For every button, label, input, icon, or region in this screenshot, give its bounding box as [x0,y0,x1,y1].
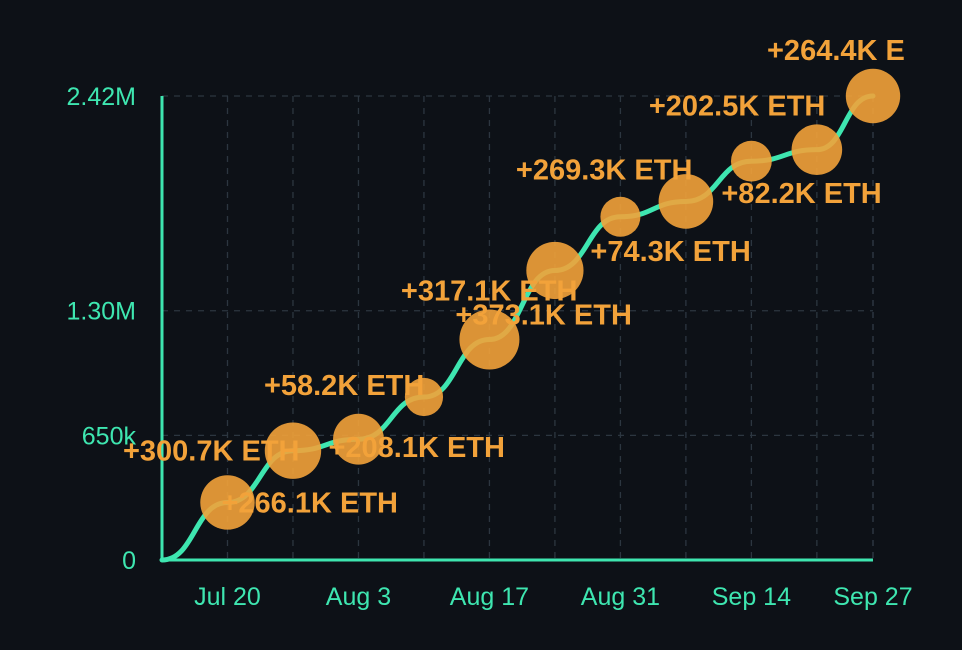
data-bubble[interactable] [791,124,843,175]
data-bubble[interactable] [658,174,714,229]
y-tick-label: 1.30M [67,298,136,326]
x-tick-label: Jul 20 [194,583,261,611]
data-label: +300.7K ETH [123,436,300,468]
y-tick-label: 650k [82,422,137,450]
data-label: +208.1K ETH [328,432,505,464]
data-label: +373.1K ETH [455,300,632,332]
y-axis-ticks: 0 650k 1.30M 2.42M [67,83,137,575]
axes [160,96,873,562]
data-bubble[interactable] [333,413,384,465]
data-label: +317.1K ETH [401,275,578,307]
data-bubble[interactable] [526,241,584,300]
x-tick-label: Sep 14 [712,583,791,611]
data-bubble[interactable] [459,309,520,370]
data-label: +264.4K E [767,35,905,67]
x-axis-ticks: Jul 20 Aug 3 Aug 17 Aug 31 Sep 14 Sep 27 [194,583,912,611]
x-tick-label: Aug 3 [326,583,391,611]
x-tick-label: Aug 31 [581,583,660,611]
data-bubble[interactable] [730,140,772,182]
data-label: +269.3K ETH [516,154,693,186]
bubbles [200,68,901,530]
x-tick-label: Sep 27 [833,583,912,611]
data-label: +82.2K ETH [721,178,881,210]
data-bubble[interactable] [264,422,322,479]
data-label: +74.3K ETH [590,236,750,268]
y-tick-label: 0 [122,547,136,575]
x-tick-label: Aug 17 [450,583,529,611]
data-bubble[interactable] [200,475,255,530]
data-labels: +266.1K ETH +300.7K ETH +208.1K ETH +58.2K … [123,35,905,519]
data-label: +202.5K ETH [649,91,826,123]
data-bubble[interactable] [845,68,901,124]
data-bubble[interactable] [404,377,444,417]
data-bubble[interactable] [600,196,641,237]
data-label: +266.1K ETH [221,487,398,519]
data-label: +58.2K ETH [264,370,424,402]
y-tick-label: 2.42M [67,83,136,111]
